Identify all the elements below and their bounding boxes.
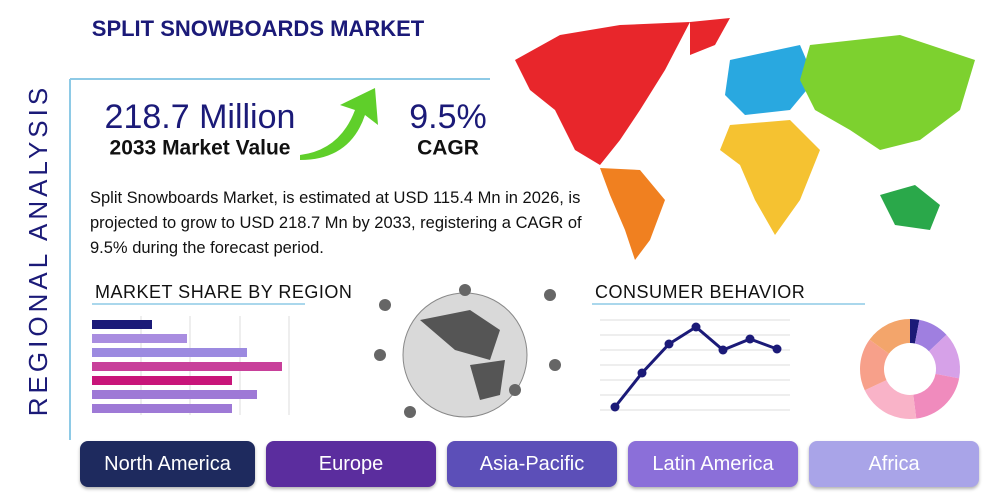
trend-point <box>664 339 674 349</box>
bar <box>92 390 257 399</box>
region-button[interactable]: Asia-Pacific <box>447 441 617 487</box>
trend-point <box>718 345 728 355</box>
stat-value: 218.7 Million <box>105 98 296 136</box>
donut-slice <box>859 339 889 391</box>
stat-label: 2033 Market Value <box>110 137 291 160</box>
region-button[interactable]: Europe <box>266 441 436 487</box>
world-map <box>515 18 975 260</box>
consumer-behavior-chart <box>600 319 790 412</box>
section-title: MARKET SHARE BY REGION <box>95 282 352 302</box>
donut-chart <box>859 319 961 419</box>
bar <box>92 348 247 357</box>
donut-slice <box>913 373 960 419</box>
market-share-bars <box>92 316 290 415</box>
region-button[interactable]: North America <box>80 441 255 487</box>
section-title: CONSUMER BEHAVIOR <box>595 282 805 302</box>
bar <box>92 376 232 385</box>
title: SPLIT SNOWBOARDS MARKET <box>92 16 425 41</box>
summary: Split Snowboards Market, is estimated at… <box>90 189 582 257</box>
donut-slice <box>910 319 920 344</box>
bar <box>92 320 152 329</box>
trend-point <box>637 368 647 378</box>
donut-slice <box>869 319 910 354</box>
side-title: REGIONAL ANALYSIS <box>23 84 53 416</box>
growth-arrow <box>300 88 378 160</box>
region-button[interactable]: Africa <box>809 441 979 487</box>
bar <box>92 362 282 371</box>
stat-label: CAGR <box>417 137 479 160</box>
donut-slice <box>928 334 961 379</box>
region-button[interactable]: Latin America <box>628 441 798 487</box>
donut-slice <box>914 319 947 352</box>
trend-point <box>772 344 782 354</box>
trend-point <box>610 402 620 412</box>
stat-value: 9.5% <box>409 98 487 136</box>
trend-point <box>691 322 701 332</box>
donut-slice <box>864 380 917 419</box>
bar <box>92 404 232 413</box>
trend-point <box>745 334 755 344</box>
globe <box>374 284 561 418</box>
bar <box>92 334 187 343</box>
